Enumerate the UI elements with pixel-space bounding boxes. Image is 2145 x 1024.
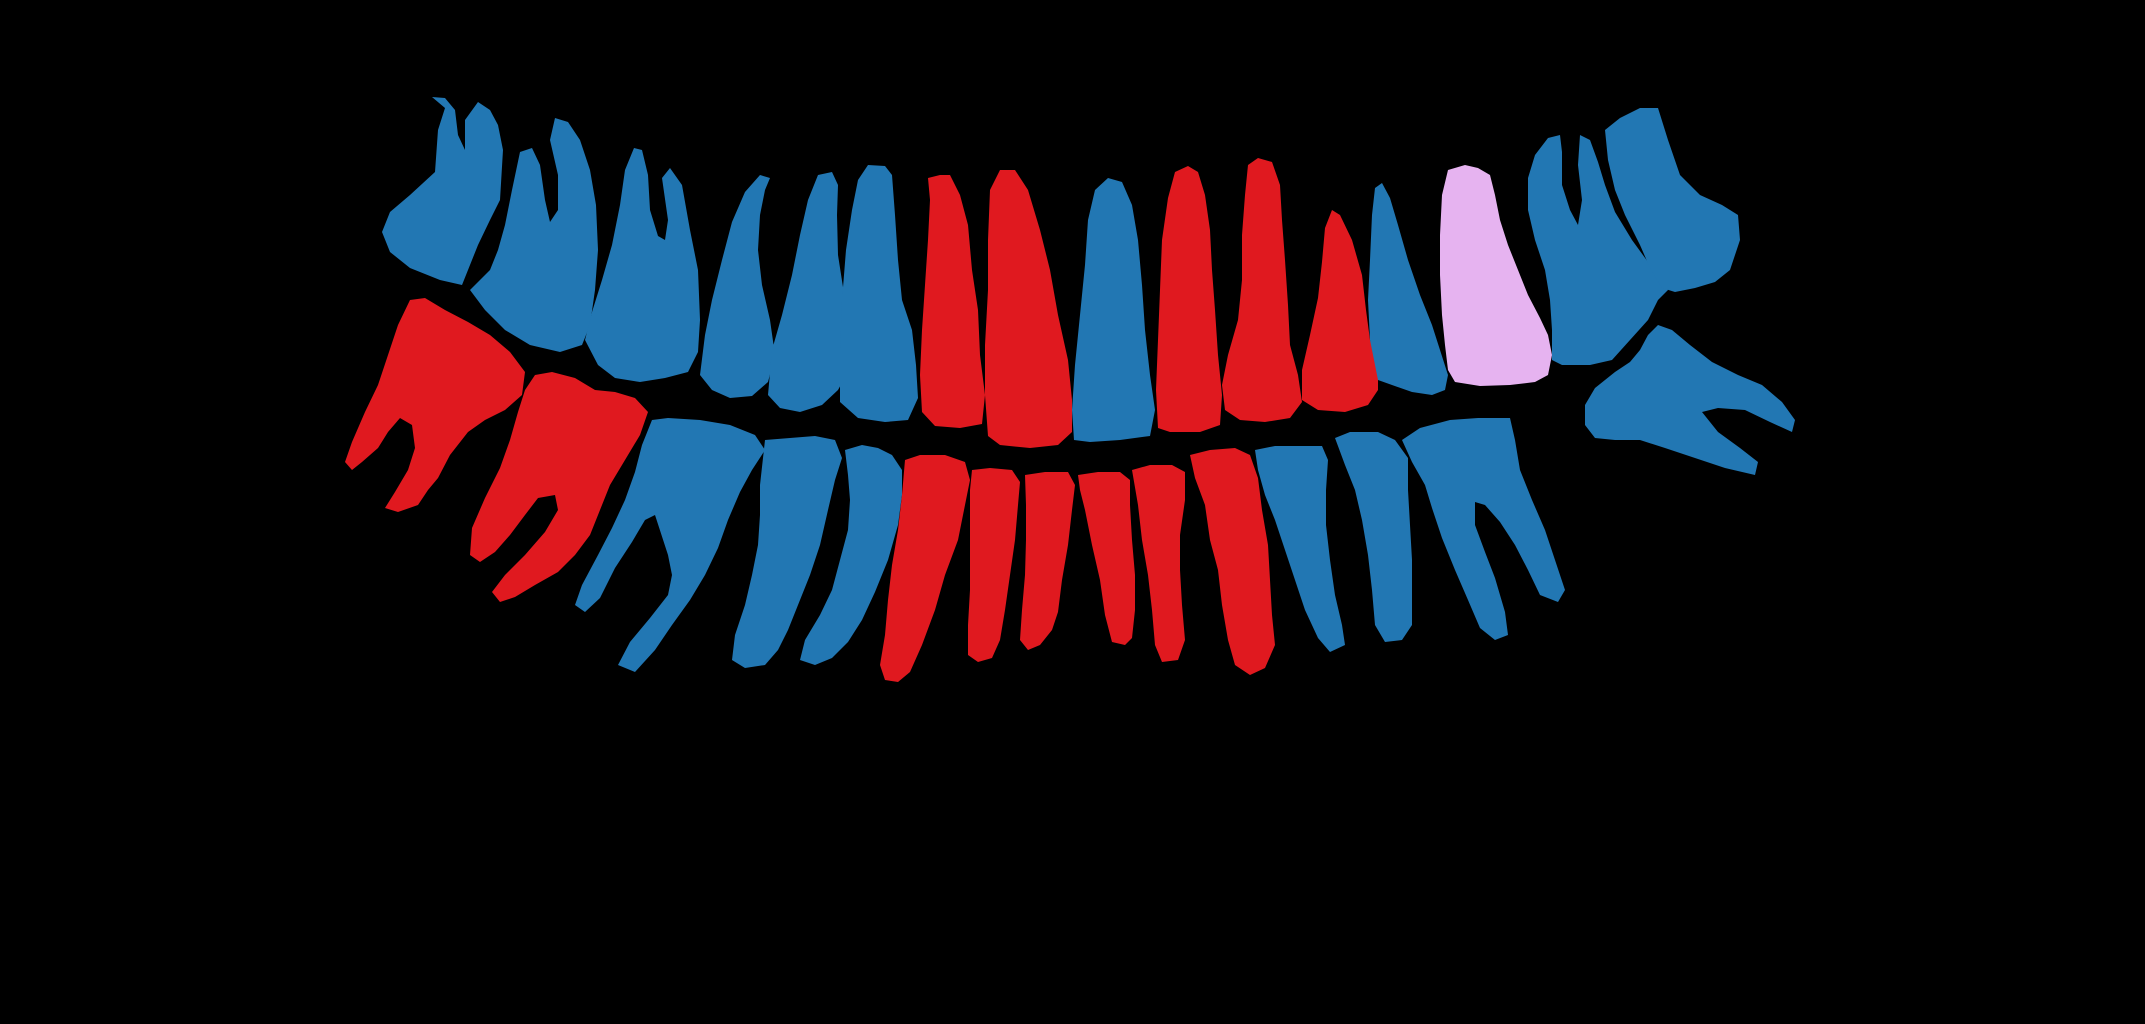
- lower-tooth-11: [1190, 448, 1275, 675]
- lower-tooth-1: [345, 298, 525, 512]
- upper-tooth-8: [985, 170, 1072, 448]
- lower-tooth-13: [1335, 432, 1412, 642]
- lower-tooth-5: [800, 445, 902, 665]
- upper-tooth-17: [1585, 325, 1795, 475]
- upper-tooth-4: [700, 175, 775, 398]
- upper-tooth-10: [1156, 166, 1222, 432]
- lower-tooth-14: [1402, 418, 1565, 640]
- upper-tooth-15: [1528, 135, 1668, 365]
- upper-tooth-7: [920, 175, 985, 428]
- lower-tooth-4: [732, 436, 842, 668]
- lower-tooth-9: [1078, 472, 1135, 645]
- upper-tooth-14: [1440, 165, 1552, 386]
- lower-tooth-6: [880, 455, 970, 682]
- upper-tooth-9: [1072, 178, 1155, 442]
- lower-tooth-8: [1020, 472, 1075, 650]
- lower-tooth-7: [968, 468, 1020, 662]
- upper-tooth-1: [382, 97, 503, 285]
- lower-tooth-2: [470, 372, 648, 602]
- upper-tooth-2: [470, 118, 598, 352]
- upper-tooth-11: [1222, 158, 1302, 422]
- lower-tooth-10: [1132, 465, 1185, 662]
- upper-tooth-12: [1302, 210, 1378, 412]
- upper-tooth-3: [585, 148, 700, 382]
- upper-tooth-5: [768, 172, 852, 412]
- upper-tooth-6: [840, 165, 918, 422]
- lower-tooth-12: [1255, 446, 1345, 652]
- lower-tooth-3: [575, 418, 765, 672]
- upper-tooth-16: [1605, 108, 1740, 292]
- upper-tooth-13: [1368, 183, 1448, 395]
